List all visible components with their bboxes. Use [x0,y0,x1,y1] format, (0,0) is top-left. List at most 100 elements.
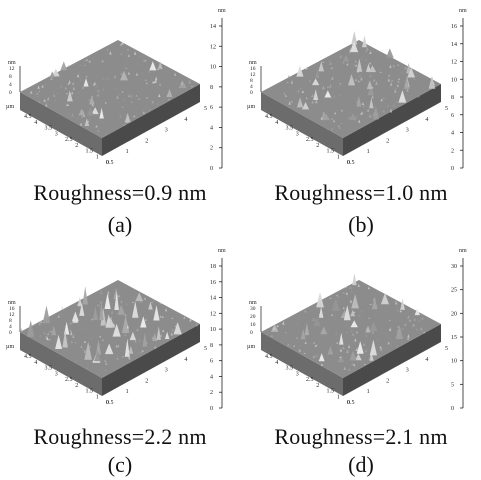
surface-peak [421,317,424,320]
surface-peak [287,343,290,346]
surface-peak [180,81,184,85]
surface-peak [171,317,174,319]
surface-peak [368,61,372,65]
surface-peak [400,70,404,74]
surface-peak [94,316,97,320]
surface-peak [133,114,136,118]
surface-peak [53,99,57,102]
surface-peak [88,99,91,101]
x-axis-tick: 0.5 [106,160,114,166]
surface-peak [364,58,368,61]
surface-peak [412,78,416,81]
surface-peak [158,67,162,71]
surface-peak [326,86,330,88]
surface-peak [66,103,70,106]
x-axis-tick: 1 [337,154,340,160]
colorbar-tick: 12 [210,311,216,317]
surface-peak [120,52,123,56]
y-axis-tick: 3 [406,368,409,374]
surface-peak [349,75,353,79]
surface-peak [337,355,345,363]
surface-peak [354,64,358,67]
colorbar-tick: 15 [451,335,457,341]
colorbar-tick: 4 [451,131,454,137]
surface-side-left [20,332,102,396]
surface-peak [358,73,362,78]
surface-peak [57,314,60,318]
surface-peak [162,329,165,333]
surface-peak [365,49,368,52]
surface-peak [82,348,85,351]
surface-peak [300,328,306,340]
surface-peak [104,358,107,362]
z-axis-tick: 4 [9,324,12,330]
surface-peak [355,115,359,118]
surface-peak [351,362,354,366]
surface-peak [135,94,138,97]
surface-peak [101,76,105,80]
surface-peak [66,90,73,102]
surface-peak [152,80,156,84]
surface-peak [356,341,364,354]
surface-peak [272,327,275,330]
surface-peak [154,76,158,81]
y-axis-tick: 3 [165,128,168,134]
surface-peak [304,341,307,344]
roughness-label-d: Roughness=2.1 nm [274,424,448,449]
surface-peak [305,66,308,70]
surface-peak [313,89,319,101]
surface-peak [76,117,79,119]
surface-peak [119,43,123,46]
z-axis-tick: 12 [9,312,15,318]
surface-peak [56,92,60,94]
surface-peak [176,322,179,325]
surface-peak [342,291,345,294]
surface-peak [407,67,416,78]
surface-peak [330,97,333,99]
surface-peak [396,308,399,312]
surface-peak [414,308,420,316]
x-axis-tick: 3.5 [45,366,53,372]
surface-peak [130,101,133,103]
surface-peak [357,283,360,287]
surface-peak [85,75,88,78]
colorbar-tick: 16 [210,280,216,286]
surface-peak [147,69,151,73]
y-axis-tick: 3 [165,368,168,374]
z-axis-unit: nm [8,300,16,306]
surface-peak [43,331,46,335]
surface-peak [404,323,407,326]
surface-peak [143,296,147,300]
afm-surface-plot-a: nm12840µm4.543.532.521.510.5012345nm1412… [6,8,226,172]
surface-peak [321,111,325,114]
surface-peak [290,99,294,103]
x-axis-tick: 1 [337,394,340,400]
surface-peak [295,336,299,339]
surface-peak [320,326,328,335]
surface-peak [397,80,400,83]
surface-peak [358,119,361,123]
surface-peak [360,76,364,80]
colorbar-tick: 8 [210,85,213,91]
surface-peak [62,329,68,348]
surface-peak [299,100,302,102]
surface-peak [141,72,144,74]
surface-peak [342,62,345,64]
surface-peak [304,322,310,336]
x-axis-tick: 1.5 [327,389,335,395]
colorbar-unit: nm [218,248,226,254]
y-axis-tick: 4 [425,357,428,363]
surface-peak [36,95,40,98]
surface-peak [394,300,397,303]
surface-peak [92,306,98,320]
surface-peak [46,333,50,335]
x-axis-tick: 3 [55,371,58,377]
surface-peak [342,306,346,310]
surface-peak [298,348,302,352]
surface-peak [392,104,396,107]
surface-peak [161,315,164,318]
surface-peak [354,338,357,342]
surface-peak [120,72,123,76]
surface-peak [329,61,332,65]
colorbar-tick: 14 [451,42,457,48]
